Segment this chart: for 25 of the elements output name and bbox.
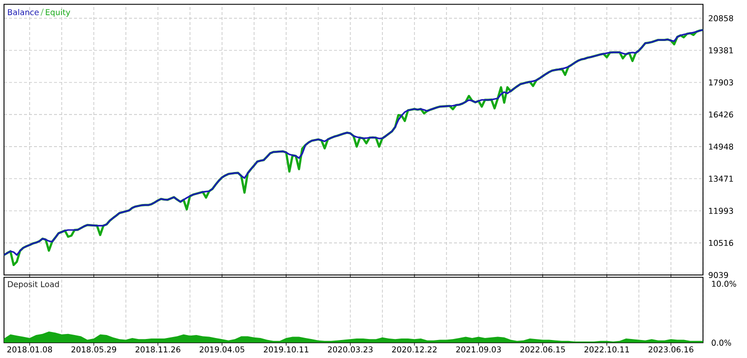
x-tick-label: 2023.06.16 [648,346,694,352]
x-tick-label: 2018.11.26 [136,346,180,352]
x-tick-label: 2020.12.22 [392,346,437,352]
legend-label: Equity [46,9,70,17]
x-tick-label: 2019.10.11 [264,346,308,352]
x-tick-label: 2022.06.15 [520,346,565,352]
y-tick-label: 13471 [709,176,733,182]
y-tick-label: 17903 [709,79,733,86]
x-tick-label: 2022.10.11 [584,346,629,352]
y-tick-label: 10516 [709,240,734,246]
y-tick-label: 0.0% [712,340,732,346]
y-tick-label: 20858 [708,15,734,22]
y-tick-label: 14948 [709,144,734,150]
y-tick-label: 16426 [709,111,734,118]
y-tick-label: 10.0% [712,280,736,287]
y-tick-label: 19381 [709,47,733,54]
x-tick-label: 2018.05.29 [71,346,116,352]
x-tick-label: 2019.04.05 [200,346,244,352]
text: Balance [8,9,39,16]
chart-title: Deposit Load [8,280,59,289]
x-tick-label: 2018.01.08 [7,346,52,352]
x-tick-label: 2021.09.03 [456,346,501,352]
y-tick-label: 9039 [708,272,728,278]
y-tick-label: 11993 [709,208,733,214]
x-tick-label: 2020.03.23 [328,346,373,352]
